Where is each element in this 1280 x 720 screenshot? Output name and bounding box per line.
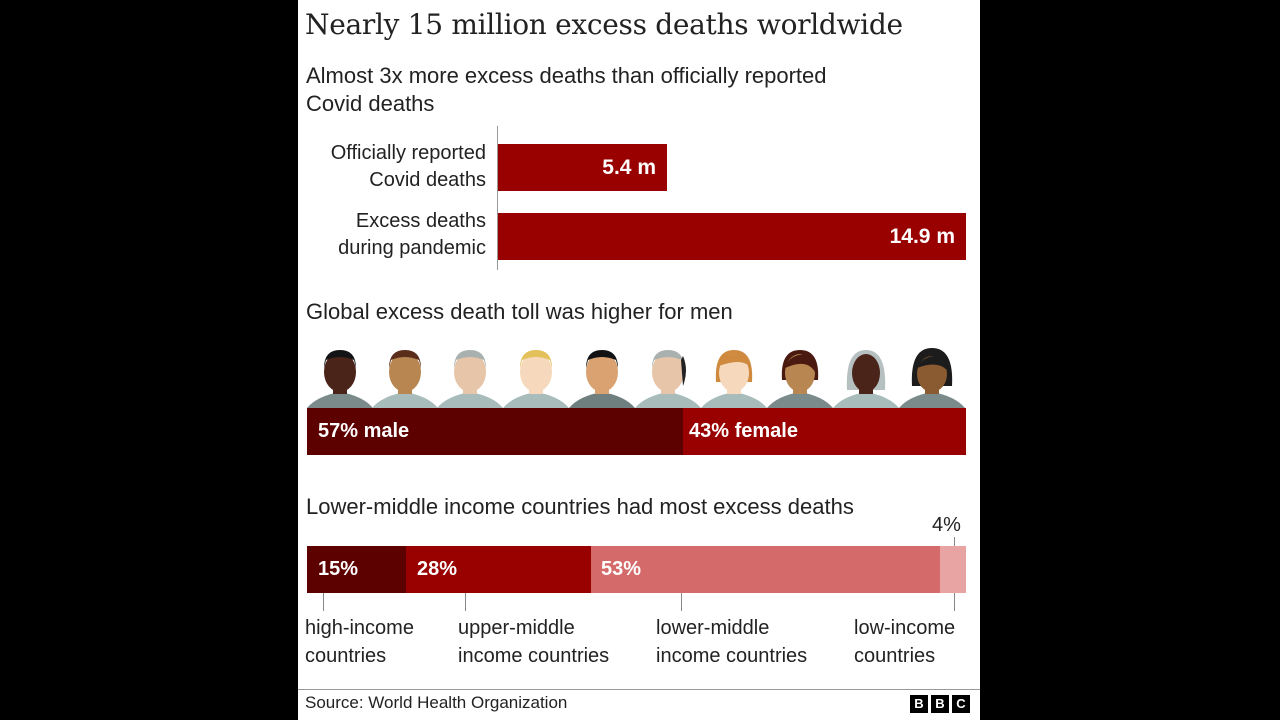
person-8-icon [767, 350, 833, 408]
people-figures-icon [307, 348, 965, 408]
bbc-logo: B B C [910, 695, 970, 713]
segment-lower-middle: 53% [591, 546, 940, 593]
low-income-top-tick [954, 537, 955, 546]
tick-lower-middle [681, 593, 682, 611]
label-line2: countries [854, 645, 936, 667]
section1-subtitle-line1: Almost 3x more excess deaths than offici… [306, 63, 827, 88]
male-label: 57% male [318, 420, 410, 442]
person-3-icon [437, 350, 503, 408]
segment-value: 28% [417, 558, 458, 580]
label-line1: low-income [854, 617, 956, 639]
person-9-icon [833, 350, 899, 408]
tick-upper-middle [465, 593, 466, 611]
label-line1: high-income [305, 617, 414, 639]
footer-divider [298, 689, 980, 690]
bar-official: 5.4 m [498, 144, 667, 191]
segment-value: 53% [601, 558, 642, 580]
bar-label-line1: Officially reported [330, 142, 486, 164]
person-4-icon [503, 350, 569, 408]
person-10-icon [899, 348, 965, 408]
source-text: Source: World Health Organization [305, 693, 568, 712]
bar-label-excess: Excess deaths during pandemic [286, 208, 486, 262]
bar-label-line2: during pandemic [338, 237, 486, 259]
bar-value-excess: 14.9 m [889, 224, 955, 248]
bar-label-line2: Covid deaths [369, 169, 486, 191]
person-2-icon [372, 350, 438, 408]
segment-high-income: 15% [307, 546, 406, 593]
section3-subtitle: Lower-middle income countries had most e… [306, 494, 854, 519]
person-5-icon [569, 350, 635, 408]
female-bar: 43% female [683, 408, 966, 455]
tick-low-income [954, 593, 955, 611]
person-1-icon [307, 350, 373, 408]
female-label: 43% female [689, 420, 798, 442]
label-high-income: high-income countries [305, 614, 414, 670]
section2-subtitle: Global excess death toll was higher for … [306, 299, 733, 324]
section1-subtitle-line2: Covid deaths [306, 91, 435, 116]
section1-subtitle: Almost 3x more excess deaths than offici… [306, 62, 827, 118]
segment-low-income [940, 546, 966, 593]
bbc-logo-b2: B [931, 695, 949, 713]
person-6-icon [635, 350, 701, 408]
bar-axis [497, 126, 498, 270]
label-line2: countries [305, 645, 387, 667]
bar-label-line1: Excess deaths [355, 210, 486, 232]
male-bar: 57% male [307, 408, 683, 455]
infographic-panel: Nearly 15 million excess deaths worldwid… [298, 0, 980, 720]
label-lower-middle: lower-middle income countries [656, 614, 807, 670]
label-low-income: low-income countries [854, 614, 955, 670]
bar-excess: 14.9 m [498, 213, 966, 260]
bar-value-official: 5.4 m [602, 155, 656, 179]
bar-label-official: Officially reported Covid deaths [286, 140, 486, 194]
segment-value: 15% [318, 558, 359, 580]
label-line2: income countries [458, 645, 610, 667]
tick-high-income [323, 593, 324, 611]
label-upper-middle: upper-middle income countries [458, 614, 609, 670]
chart-title: Nearly 15 million excess deaths worldwid… [305, 8, 903, 41]
label-line2: income countries [656, 645, 808, 667]
segment-upper-middle: 28% [406, 546, 591, 593]
person-7-icon [701, 350, 767, 408]
bbc-logo-c: C [952, 695, 970, 713]
bbc-logo-b1: B [910, 695, 928, 713]
label-line1: upper-middle [458, 617, 575, 639]
label-line1: lower-middle [656, 617, 770, 639]
low-income-value-label: 4% [932, 514, 961, 536]
